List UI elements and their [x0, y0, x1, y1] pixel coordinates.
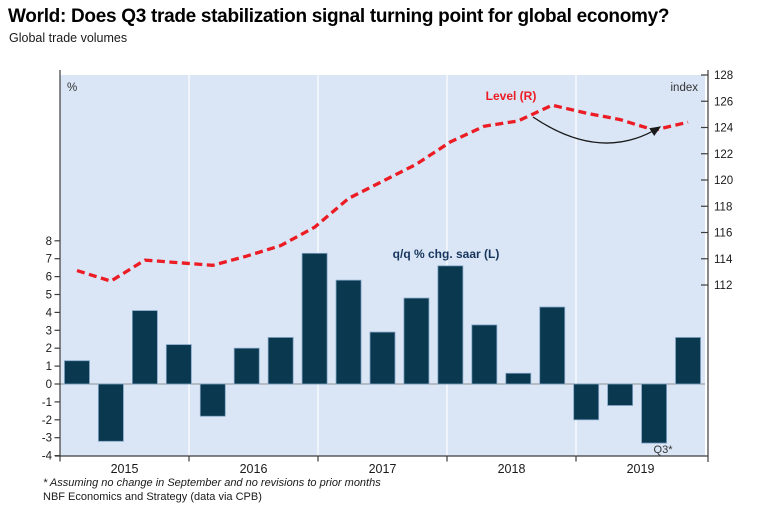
bar-series: [64, 252, 701, 444]
bar-2019-q3: [675, 337, 701, 385]
left-axis-labels: 8 7 6 5 4 3 2 1 0 -1 -2 -3 -4: [42, 236, 53, 463]
left-axis-unit-label: %: [67, 82, 77, 94]
year-label: 2016: [240, 462, 268, 476]
bar-2016-q4: [301, 252, 328, 385]
right-tick-label: 112: [714, 280, 732, 292]
right-tick-label: 118: [714, 201, 732, 213]
last-quarter-label: Q3*: [654, 444, 674, 456]
left-tick-label: 6: [46, 272, 52, 284]
right-tick-label: 124: [714, 123, 734, 135]
right-tick-label: 120: [714, 175, 733, 187]
bar-2016-q2: [233, 347, 260, 385]
left-tick-label: 2: [46, 343, 52, 355]
bar-2016-q3: [267, 337, 294, 385]
bar-2015-q2: [98, 383, 124, 442]
page-title: World: Does Q3 trade stabilization signa…: [8, 6, 670, 27]
left-tick-label: -1: [42, 397, 52, 409]
bar-2015-q4: [165, 344, 192, 385]
bar-2018-q2: [505, 372, 532, 385]
right-axis-labels: 128 126 124 122 120 118 116 114 112: [714, 70, 734, 292]
left-tick-label: 4: [46, 307, 53, 319]
chart-subtitle: Global trade volumes: [9, 31, 128, 45]
left-tick-label: -3: [42, 433, 52, 445]
bar-2019-q2: [641, 383, 667, 444]
bar-2015-q1: [64, 360, 90, 385]
right-tick-label: 122: [714, 149, 733, 161]
bar-2018-q4: [573, 383, 600, 421]
year-label: 2019: [627, 462, 655, 476]
bar-2018-q3: [539, 306, 566, 385]
year-label: 2017: [369, 462, 397, 476]
bar-2015-q3: [131, 310, 158, 385]
line-series-label: Level (R): [486, 89, 537, 103]
right-tick-label: 116: [714, 228, 732, 240]
left-tick-label: -4: [42, 451, 53, 463]
left-tick-label: 3: [46, 325, 52, 337]
right-tick-label: 126: [714, 96, 733, 108]
right-axis-unit-label: index: [671, 82, 699, 94]
right-tick-label: 114: [714, 254, 733, 266]
source-credit: NBF Economics and Strategy (data via CPB…: [43, 491, 262, 503]
bar-2016-q1: [199, 383, 226, 417]
left-axis-ticks: [54, 240, 60, 457]
left-tick-label: 7: [46, 254, 52, 266]
trend-arrow-icon: [532, 116, 662, 144]
bar-2017-q2: [369, 331, 396, 385]
left-tick-label: 5: [46, 290, 52, 302]
left-tick-label: 0: [46, 379, 52, 391]
left-tick-label: 8: [46, 236, 52, 248]
bar-series-label: q/q % chg. saar (L): [393, 247, 500, 261]
bar-2017-q4: [437, 265, 464, 385]
year-label: 2018: [498, 462, 526, 476]
bar-2018-q1: [471, 324, 498, 385]
left-tick-label: 1: [46, 361, 52, 373]
left-tick-label: -2: [42, 415, 52, 427]
year-label: 2015: [111, 462, 139, 476]
right-axis-ticks: [701, 74, 708, 286]
bar-2017-q3: [403, 297, 430, 385]
bar-2019-q1: [607, 383, 634, 406]
x-axis-ticks: [59, 456, 577, 462]
x-axis-year-labels: 2015 2016 2017 2018 2019: [111, 462, 655, 476]
bar-2017-q1: [335, 279, 362, 385]
footnote-assumption: * Assuming no change in September and no…: [43, 477, 381, 489]
right-tick-label: 128: [714, 70, 733, 82]
